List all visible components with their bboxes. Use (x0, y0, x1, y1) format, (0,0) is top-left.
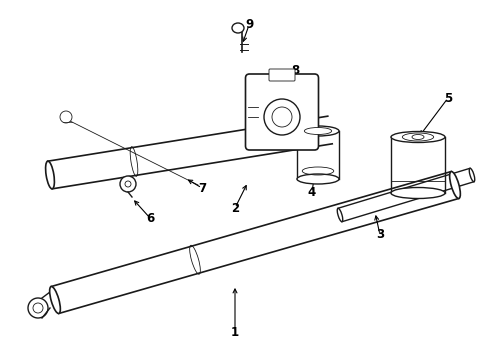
Ellipse shape (402, 133, 434, 141)
Ellipse shape (46, 161, 54, 189)
Text: 8: 8 (291, 63, 299, 77)
Ellipse shape (297, 174, 339, 184)
Ellipse shape (304, 127, 332, 135)
Ellipse shape (232, 23, 244, 33)
Text: 6: 6 (146, 211, 154, 225)
Ellipse shape (391, 188, 445, 198)
Ellipse shape (337, 208, 343, 222)
Ellipse shape (297, 126, 339, 136)
Circle shape (28, 298, 48, 318)
Ellipse shape (469, 168, 475, 182)
Text: 7: 7 (198, 181, 206, 194)
Text: 1: 1 (231, 325, 239, 338)
Text: 2: 2 (231, 202, 239, 215)
FancyBboxPatch shape (269, 69, 295, 81)
Ellipse shape (49, 287, 60, 314)
Ellipse shape (391, 131, 445, 143)
Circle shape (60, 111, 72, 123)
Text: 5: 5 (444, 91, 452, 104)
Text: 4: 4 (308, 185, 316, 198)
Text: 3: 3 (376, 229, 384, 242)
FancyBboxPatch shape (245, 74, 318, 150)
Text: 9: 9 (245, 18, 253, 31)
Circle shape (120, 176, 136, 192)
Ellipse shape (450, 171, 460, 198)
